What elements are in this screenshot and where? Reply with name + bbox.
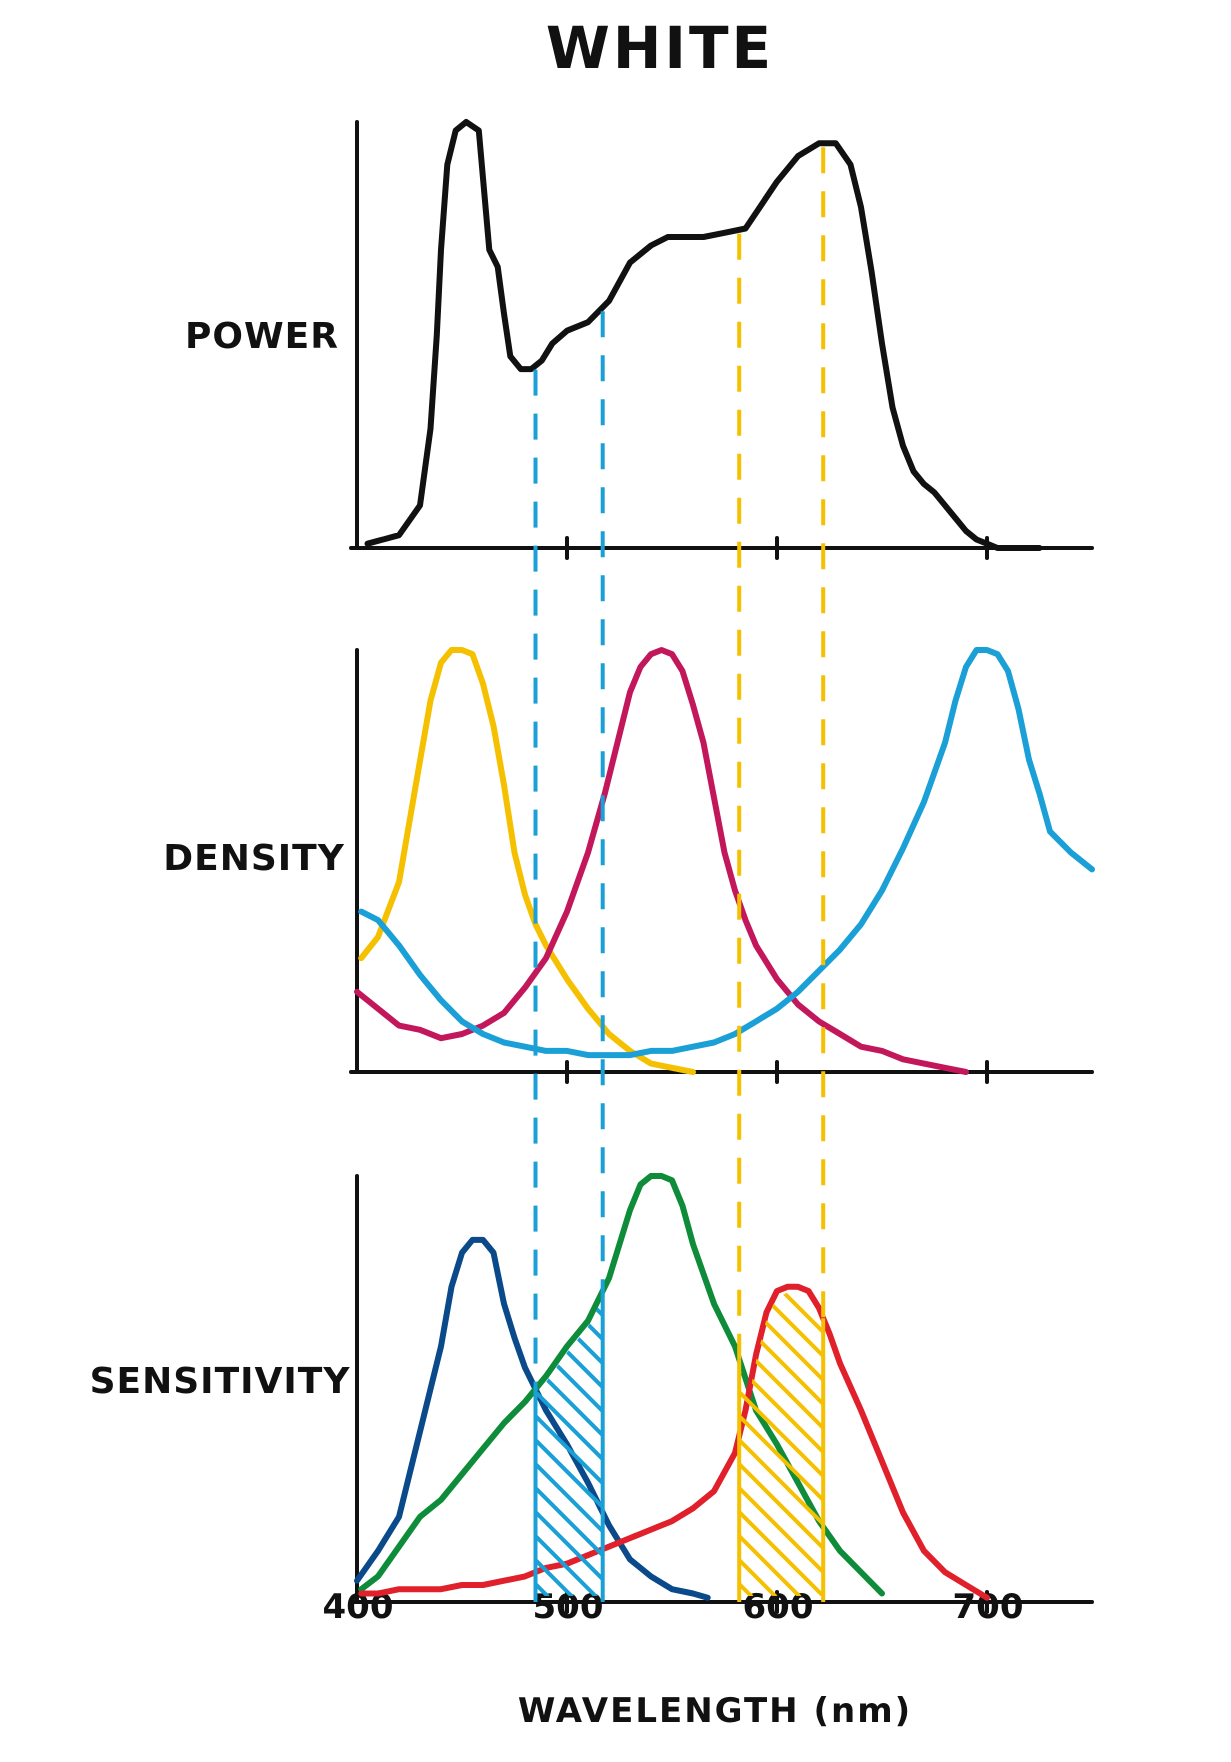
hatch-line (535, 1297, 603, 1596)
hatch-line (739, 1292, 824, 1596)
hatch-line (979, 1176, 1231, 1596)
hatch-line (809, 1292, 824, 1596)
hatch-line (896, 1176, 1231, 1596)
hatch-line (800, 1176, 1220, 1596)
hatch-line (955, 1176, 1231, 1596)
hatch-line (920, 1176, 1231, 1596)
hatch-line (1208, 1176, 1231, 1596)
sensitivity-axis-label: SENSITIVITY (90, 1361, 351, 1402)
hatch-line (848, 1176, 1231, 1596)
hatch-band-yellow-band (307, 1176, 1231, 1596)
hatch-line (535, 1297, 603, 1596)
power-power-curve (364, 119, 1043, 551)
hatch-line (1075, 1176, 1231, 1596)
hatch-line (1147, 1176, 1231, 1596)
hatch-line (739, 1292, 824, 1596)
hatch-line (824, 1176, 1231, 1596)
hatch-line (752, 1176, 1172, 1596)
hatch-line (535, 1297, 603, 1596)
hatch-line (307, 1176, 727, 1596)
hatch-line (907, 1176, 1231, 1596)
hatch-band-cyan-band (535, 1176, 1231, 1596)
hatch-line (1099, 1176, 1231, 1596)
chart-title: WHITE (546, 14, 774, 82)
hatch-line (1040, 1176, 1231, 1596)
hatch-line (1160, 1176, 1231, 1596)
hatch-line (1064, 1176, 1231, 1596)
hatch-line (739, 1292, 824, 1596)
hatch-line (944, 1176, 1231, 1596)
hatch-line (931, 1176, 1231, 1596)
hatch-line (1136, 1176, 1231, 1596)
density-axis-label: DENSITY (163, 838, 345, 879)
hatch-line (1051, 1176, 1231, 1596)
sensitivity-green-sens-curve (358, 1173, 885, 1597)
hatch-line (992, 1176, 1231, 1596)
hatch-line (1003, 1176, 1231, 1596)
hatch-line (656, 1176, 1076, 1596)
hatch-line (739, 1292, 824, 1596)
hatch-line (535, 1297, 603, 1596)
hatch-line (872, 1176, 1231, 1596)
hatch-line (1171, 1176, 1231, 1596)
hatch-line (535, 1297, 603, 1596)
hatch-line (1088, 1176, 1231, 1596)
hatch-line (728, 1176, 1148, 1596)
hatch-line (1184, 1176, 1231, 1596)
hatch-line (739, 1292, 778, 1596)
power-axis-label: POWER (185, 316, 339, 357)
hatch-line (776, 1176, 1196, 1596)
hatch-line (739, 1292, 824, 1596)
hatch-line (1219, 1176, 1231, 1596)
sensitivity-blue-sens-curve (354, 1236, 711, 1601)
hatch-line (1123, 1176, 1231, 1596)
hatch-line (739, 1292, 824, 1596)
density-yellow-dye-curve (358, 647, 696, 1075)
hatch-line (739, 1292, 824, 1596)
hatch-line (835, 1176, 1231, 1596)
x-axis-label: WAVELENGTH (nm) (518, 1691, 912, 1731)
density-cyan-dye-curve (358, 647, 1095, 1059)
density-magenta-dye-curve (354, 647, 969, 1075)
hatch-line (680, 1176, 1100, 1596)
hatch-line (535, 1297, 603, 1596)
hatch-line (535, 1297, 603, 1596)
hatch-line (535, 1297, 603, 1596)
hatch-line (608, 1176, 1028, 1596)
hatch-line (1195, 1176, 1231, 1596)
hatch-line (739, 1292, 824, 1596)
hatch-line (739, 1292, 824, 1596)
hatch-line (968, 1176, 1231, 1596)
sensitivity-red-sens-curve (358, 1283, 990, 1601)
hatch-line (535, 1297, 603, 1596)
hatch-line (1112, 1176, 1231, 1596)
chart-marks (307, 119, 1231, 1614)
hatch-line (739, 1292, 824, 1596)
hatch-line (1027, 1176, 1231, 1596)
hatch-line (739, 1292, 824, 1596)
hatch-line (1016, 1176, 1231, 1596)
hatch-line (739, 1292, 824, 1596)
hatch-line (535, 1297, 603, 1596)
hatch-line (883, 1176, 1231, 1596)
hatch-line (739, 1292, 802, 1596)
